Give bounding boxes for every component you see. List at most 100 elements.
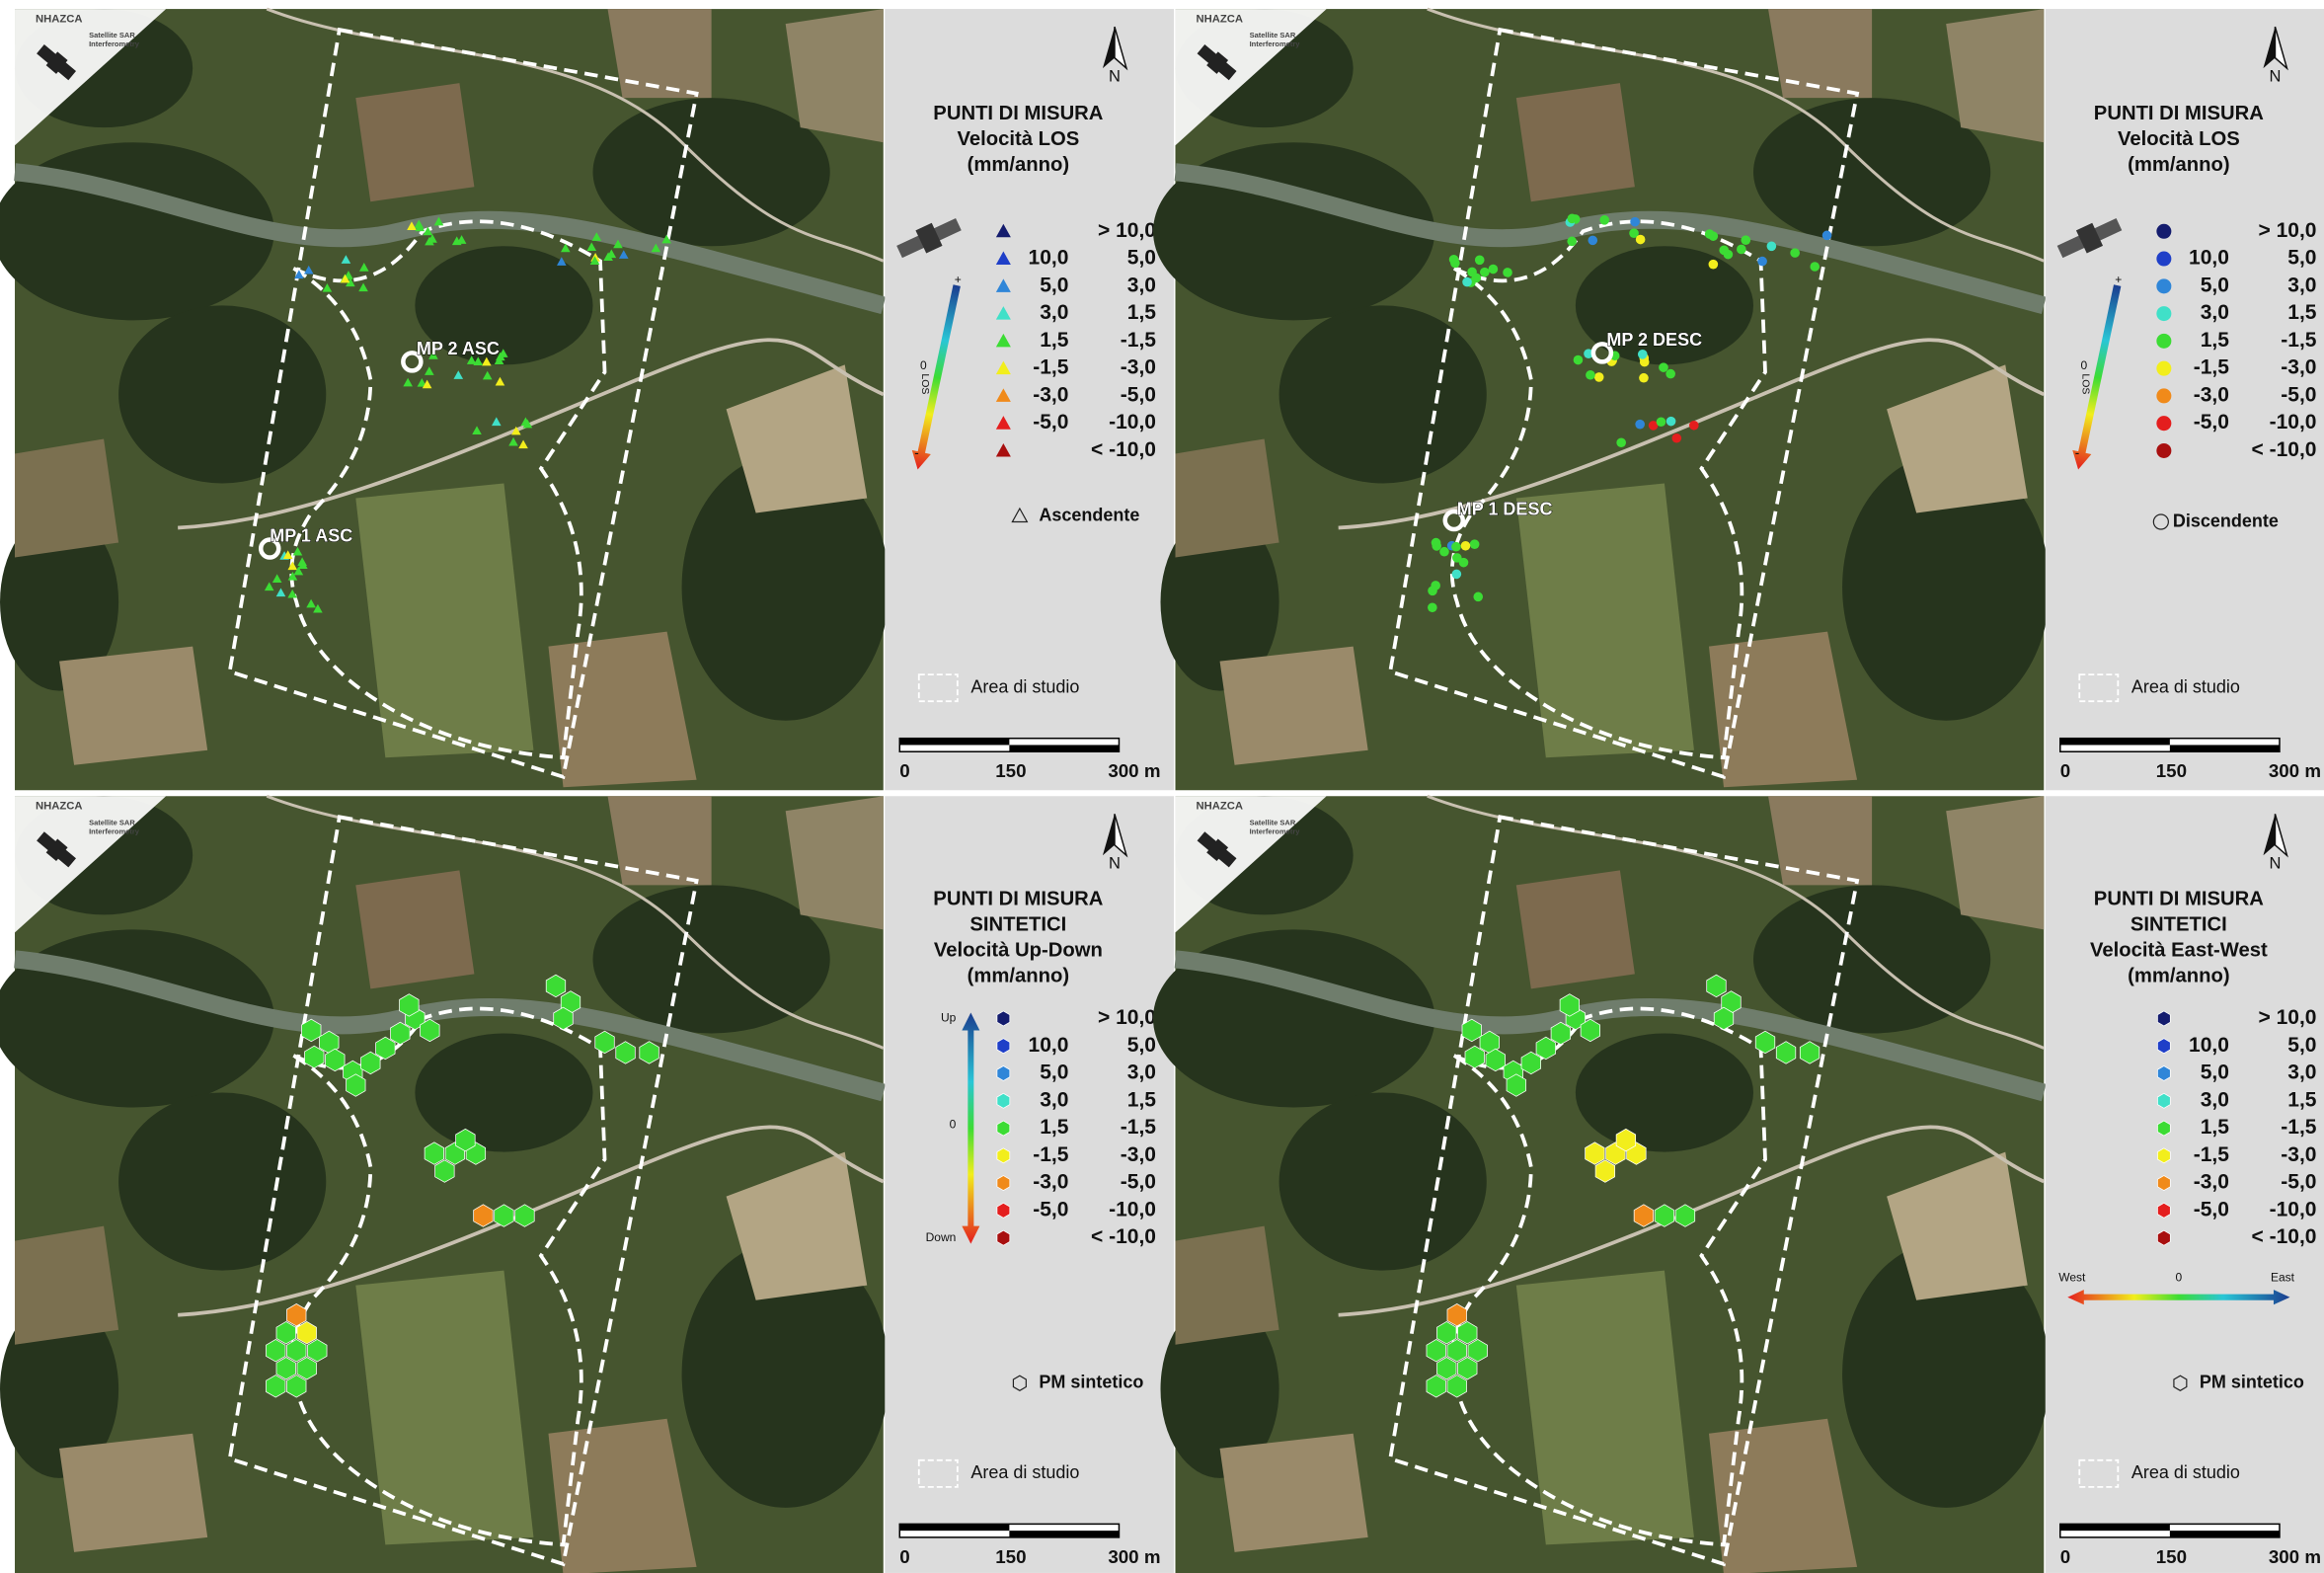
scale-label: 150 (2156, 1546, 2187, 1567)
class-label: -10,0 (1109, 411, 1156, 433)
logo-line: Satellite SAR (1250, 818, 1296, 826)
class-label: 1,5 (1127, 1088, 1157, 1111)
logo-name: NHAZCA (36, 801, 82, 813)
measure-point (1586, 370, 1595, 380)
logo-line: Satellite SAR (89, 31, 135, 39)
colorbar-label: Up (941, 1011, 957, 1025)
legend-symbol (997, 1011, 1010, 1026)
class-label: 1,5 (2287, 1088, 2317, 1111)
legend-title: SINTETICI (969, 914, 1066, 936)
legend-symbol (997, 1176, 1010, 1191)
north-label: N (1109, 855, 1121, 873)
scale-label: 300 m (1108, 760, 1160, 781)
class-label: -5,0 (2281, 1171, 2316, 1194)
class-label: -5,0 (2281, 383, 2316, 406)
legend-symbol (2157, 1039, 2170, 1054)
class-label: -10,0 (2270, 1198, 2317, 1220)
legend-title: PUNTI DI MISURA (933, 889, 1104, 910)
scale-label: 0 (2060, 760, 2070, 781)
colorbar-label: + (2115, 273, 2122, 286)
measure-point (1451, 542, 1461, 552)
measure-point (1638, 350, 1648, 359)
forest (118, 305, 326, 483)
legend-symbol (2157, 1230, 2170, 1245)
class-label: 5,0 (2287, 1034, 2316, 1057)
class-label: -1,5 (2281, 1116, 2317, 1139)
legend-symbol (2157, 1176, 2170, 1191)
field (608, 9, 712, 98)
class-label: 3,0 (1040, 1088, 1068, 1111)
class-label: 3,0 (1127, 1062, 1156, 1084)
class-label: -5,0 (2194, 411, 2229, 433)
scale-bar-fill (899, 1524, 1009, 1531)
class-label: -5,0 (1033, 1198, 1068, 1220)
measure-point (1741, 235, 1750, 245)
legend-symbol (2156, 278, 2171, 293)
field (355, 483, 533, 757)
scale-bar-fill (899, 739, 1009, 746)
measure-point (1432, 538, 1441, 548)
measure-point (1671, 433, 1681, 443)
field (1176, 1226, 1279, 1345)
class-label: 10,0 (1029, 1034, 1069, 1057)
field (355, 870, 474, 988)
mp-label: MP 1 ASC (270, 525, 352, 545)
measure-point (1480, 268, 1490, 277)
measure-point (1616, 437, 1626, 447)
class-label: < -10,0 (1091, 438, 1156, 461)
class-label: > 10,0 (1098, 219, 1156, 242)
measure-point (1439, 547, 1449, 557)
measure-point (1568, 214, 1578, 224)
field (1768, 9, 1872, 98)
scale-label: 300 m (1108, 1546, 1160, 1567)
map-composite: NHAZCASatellite SARInterferometryMP 2 AS… (0, 0, 2324, 1573)
legend-symbol (997, 1093, 1010, 1108)
legend-symbol (2156, 334, 2171, 349)
class-label: 3,0 (1040, 301, 1068, 324)
scale-bar-fill (2170, 745, 2280, 751)
class-label: -10,0 (1109, 1198, 1156, 1220)
class-label: 3,0 (1127, 274, 1156, 296)
class-label: 3,0 (2287, 274, 2316, 296)
measure-point (1503, 268, 1512, 277)
colorbar-label: + (955, 273, 962, 286)
class-label: 5,0 (2287, 247, 2316, 270)
legend-title: PUNTI DI MISURA (933, 103, 1104, 124)
measure-point (1639, 373, 1649, 383)
colorbar-label: - (2075, 445, 2080, 460)
field (15, 438, 118, 557)
measure-point (1737, 245, 1746, 255)
colorbar-label: East (2271, 1270, 2295, 1284)
legend-symbol (997, 1039, 1010, 1054)
class-label: 1,5 (1040, 1116, 1069, 1139)
measure-point (1567, 237, 1577, 247)
colorbar-label: 0 (920, 358, 927, 372)
colorbar-label: LOS (2080, 373, 2092, 394)
class-label: 5,0 (1127, 1034, 1156, 1057)
colorbar-label: Down (926, 1230, 957, 1244)
measure-point (1594, 372, 1604, 382)
measure-point (1475, 256, 1485, 266)
class-label: -10,0 (2270, 411, 2317, 433)
class-label: 3,0 (2201, 301, 2229, 324)
scale-label: 0 (899, 760, 909, 781)
class-label: 10,0 (2189, 247, 2229, 270)
north-label: N (1109, 67, 1121, 85)
north-label: N (2269, 67, 2281, 85)
measure-point (1472, 274, 1482, 283)
class-label: -5,0 (1121, 1171, 1156, 1194)
legend-title: (mm/anno) (968, 966, 1070, 987)
class-label: 1,5 (2287, 301, 2317, 324)
class-label: 5,0 (1127, 247, 1156, 270)
measure-point (1657, 417, 1666, 427)
class-label: -1,5 (1033, 1143, 1069, 1166)
class-label: 1,5 (1040, 329, 1069, 352)
field (1516, 870, 1635, 988)
field (59, 647, 207, 765)
measure-point (1462, 277, 1472, 287)
measure-point (1428, 587, 1437, 596)
measure-point (1635, 420, 1645, 430)
measure-point (1636, 235, 1646, 245)
field (15, 1226, 118, 1345)
